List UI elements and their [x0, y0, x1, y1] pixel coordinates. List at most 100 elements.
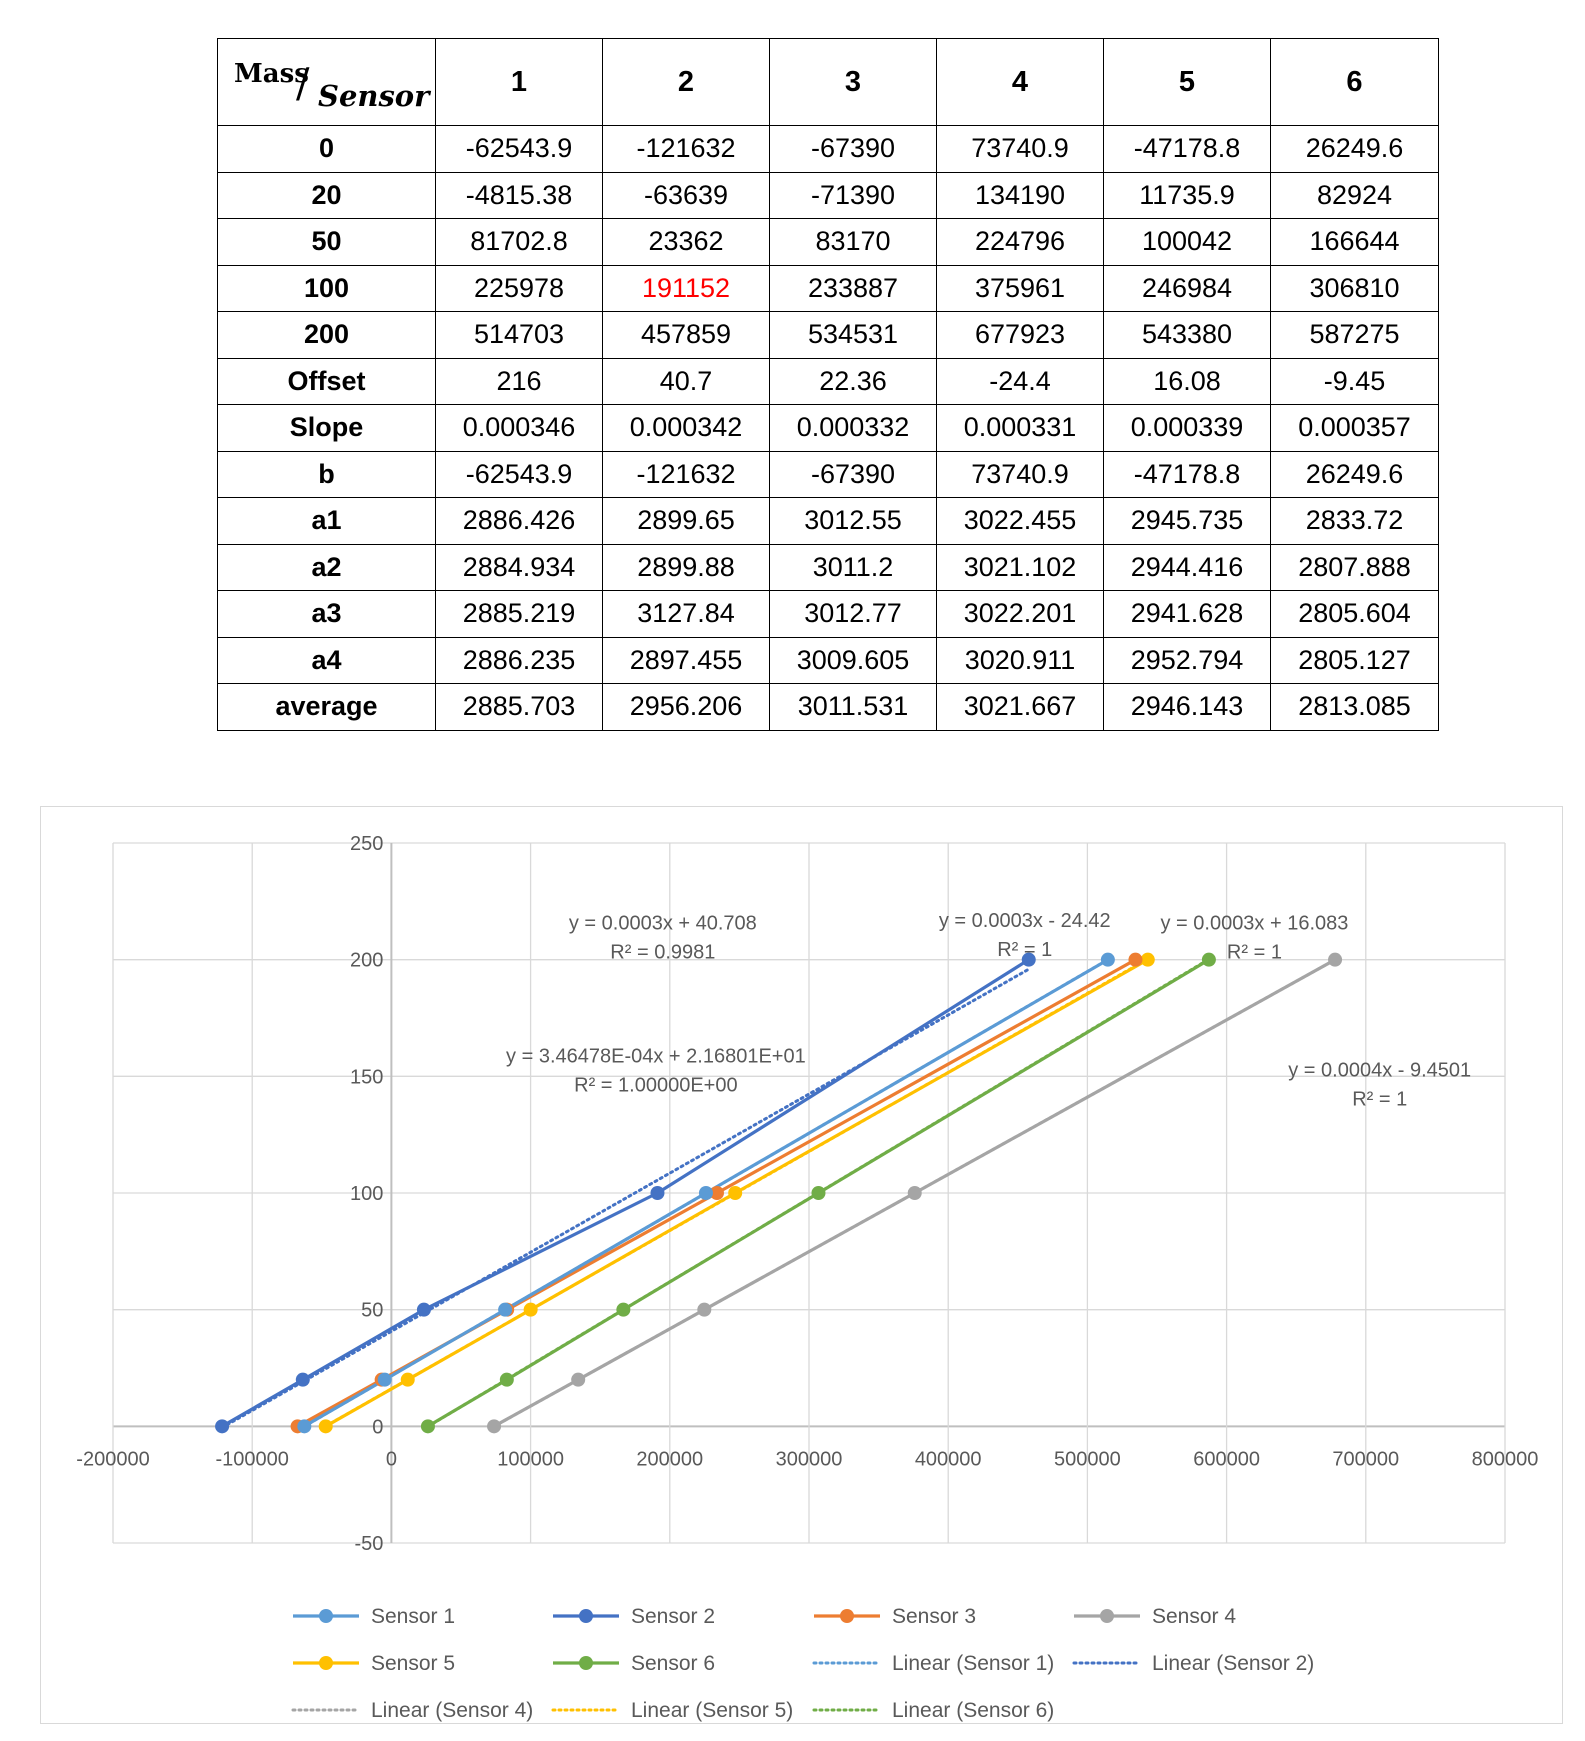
table-cell: 0.000342 [602, 404, 770, 452]
y-tick-label: 50 [361, 1300, 383, 1322]
table-cell: -67390 [769, 125, 937, 173]
trendline-equation: y = 0.0004x - 9.4501 [1288, 1059, 1471, 1081]
column-header: 2 [602, 38, 770, 126]
corner-label-mass: Mass [234, 59, 309, 89]
y-tick-label: 100 [350, 1183, 383, 1205]
table-cell: 224796 [936, 218, 1104, 266]
table-cell: 22.36 [769, 357, 937, 405]
table-header-row: Mass / Sensor 1 2 3 4 5 6 [217, 38, 1439, 126]
data-point [907, 1186, 922, 1200]
table-cell: 82924 [1270, 171, 1439, 219]
data-point [297, 1419, 312, 1434]
data-point [1100, 952, 1115, 967]
table-cell: -47178.8 [1103, 450, 1271, 498]
x-tick-label: 0 [386, 1448, 397, 1470]
row-header: 0 [217, 125, 436, 173]
table-cell: 2945.735 [1103, 497, 1271, 545]
table-cell: 543380 [1103, 311, 1271, 359]
x-tick-label: 200000 [636, 1448, 703, 1470]
table-cell: 3022.455 [936, 497, 1104, 545]
table-cell: 2884.934 [435, 543, 603, 591]
legend-label: Linear (Sensor 6) [892, 1699, 1054, 1722]
row-header: 20 [217, 171, 436, 219]
table-row: average 2885.703 2956.206 3011.531 3021.667 2… [217, 683, 1439, 731]
x-tick-label: 800000 [1472, 1448, 1539, 1470]
data-point [698, 1186, 713, 1200]
table-cell: -9.45 [1270, 357, 1439, 405]
data-point [1328, 952, 1343, 967]
data-point [498, 1302, 513, 1317]
table-cell: 191152 [602, 264, 770, 312]
table-row: 50 81702.8 23362 83170 224796 100042 166644 [217, 218, 1439, 266]
table-row: b -62543.9 -121632 -67390 73740.9 -47178.8 262… [217, 450, 1439, 498]
x-tick-label: 100000 [497, 1448, 564, 1470]
sensor-calibration-table: Mass / Sensor 1 2 3 4 5 6 0 -62543.9 -1216… [217, 38, 1439, 731]
table-cell: -63639 [602, 171, 770, 219]
table-cell: 2941.628 [1103, 590, 1271, 638]
table-cell: 83170 [769, 218, 937, 266]
trendline-equation: R² = 1.00000E+00 [574, 1074, 737, 1096]
x-tick-label: 600000 [1193, 1448, 1260, 1470]
x-tick-label: 700000 [1332, 1448, 1399, 1470]
row-header: a2 [217, 543, 436, 591]
row-header: Slope [217, 404, 436, 452]
data-point [416, 1302, 431, 1317]
table-row: 200 514703 457859 534531 677923 543380 587275 [217, 311, 1439, 359]
table-row: a2 2884.934 2899.88 3011.2 3021.102 2944.416 2… [217, 543, 1439, 591]
trendline-equation: R² = 0.9981 [610, 941, 715, 963]
data-point [215, 1419, 230, 1434]
column-header: 5 [1103, 38, 1271, 126]
table-cell: 225978 [435, 264, 603, 312]
table-cell: 2805.604 [1270, 590, 1439, 638]
table-cell: 2946.143 [1103, 683, 1271, 731]
legend-label: Sensor 3 [892, 1605, 976, 1628]
row-header: a1 [217, 497, 436, 545]
table-cell: 514703 [435, 311, 603, 359]
data-point [523, 1302, 538, 1317]
data-point [1140, 952, 1155, 967]
column-header: 4 [936, 38, 1104, 126]
table-cell: 3021.667 [936, 683, 1104, 731]
table-cell: 2885.219 [435, 590, 603, 638]
data-point [811, 1186, 826, 1200]
y-tick-label: 0 [372, 1416, 383, 1438]
data-point [499, 1372, 514, 1387]
y-tick-label: 250 [350, 833, 383, 855]
table-row: Slope 0.000346 0.000342 0.000332 0.000331 0.0… [217, 404, 1439, 452]
table-cell: -24.4 [936, 357, 1104, 405]
table-cell: 2886.235 [435, 636, 603, 684]
table-cell: 26249.6 [1270, 450, 1439, 498]
table-cell: -47178.8 [1103, 125, 1271, 173]
table-cell: 3011.531 [769, 683, 937, 731]
table-cell: 0.000346 [435, 404, 603, 452]
legend-label: Linear (Sensor 1) [892, 1652, 1054, 1675]
x-tick-label: -200000 [76, 1448, 149, 1470]
data-point [650, 1186, 665, 1200]
table-cell: 2899.65 [602, 497, 770, 545]
data-point [295, 1372, 310, 1387]
table-cell: 3021.102 [936, 543, 1104, 591]
table-cell: 23362 [602, 218, 770, 266]
table-cell: -4815.38 [435, 171, 603, 219]
data-point [487, 1419, 502, 1434]
table-cell: 3011.2 [769, 543, 937, 591]
trendline-equation: R² = 1 [997, 939, 1052, 961]
table-cell: 3012.77 [769, 590, 937, 638]
table-row: Offset 216 40.7 22.36 -24.4 16.08 -9.45 [217, 357, 1439, 405]
data-point [1021, 952, 1036, 967]
table-cell: 677923 [936, 311, 1104, 359]
row-header: a3 [217, 590, 436, 638]
table-cell: 534531 [769, 311, 937, 359]
trendline-equation: R² = 1 [1227, 941, 1282, 963]
table-cell: -62543.9 [435, 450, 603, 498]
row-header: a4 [217, 636, 436, 684]
table-cell: 81702.8 [435, 218, 603, 266]
table-row: a3 2885.219 3127.84 3012.77 3022.201 2941.628… [217, 590, 1439, 638]
y-tick-label: 200 [350, 950, 383, 972]
table-cell: 73740.9 [936, 450, 1104, 498]
corner-label-sensor: Sensor [318, 79, 430, 113]
trendline-equation: y = 0.0003x + 40.708 [569, 912, 757, 934]
legend-label: Sensor 1 [371, 1605, 455, 1628]
table-row: a4 2886.235 2897.455 3009.605 3020.911 2952.7… [217, 636, 1439, 684]
legend-label: Sensor 2 [631, 1605, 715, 1628]
